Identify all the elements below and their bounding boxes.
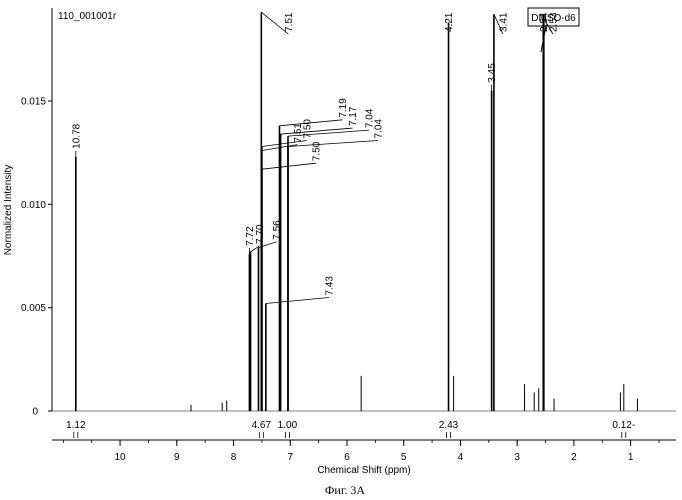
peak-label-leader: [266, 298, 329, 304]
peak-label-leader: [262, 163, 316, 169]
peak-label-leader: [281, 128, 353, 134]
x-tick-label: 6: [344, 452, 350, 463]
x-tick-label: 5: [401, 452, 407, 463]
integral-value: 1.00: [278, 420, 298, 431]
peak-label: 3.41: [498, 12, 509, 32]
peak-label: 10.78: [71, 123, 82, 148]
y-tick-label: 0.005: [21, 303, 46, 314]
peak-label: 7.50: [302, 119, 313, 139]
peak-label: 7.56: [272, 220, 283, 240]
y-tick-label: 0.015: [21, 97, 46, 108]
peak-label: 3.45: [487, 63, 498, 83]
integral-group: 1.12 4.67 1.00 2.43 0.12-: [66, 420, 635, 438]
x-tick-label: 4: [458, 452, 464, 463]
x-tick-label: 10: [115, 452, 127, 463]
integral-value: 2.43: [439, 420, 459, 431]
integral-value: 0.12-: [612, 420, 635, 431]
x-tick-label: 9: [174, 452, 180, 463]
peak-label: 4.21: [444, 12, 455, 32]
spectrum-title: 110_001001r: [58, 11, 117, 22]
x-tick-label: 3: [514, 452, 520, 463]
peak-label-group: 10.787.727.707.567.517.517.507.507.437.1…: [71, 12, 559, 303]
y-tick-label: 0: [32, 407, 38, 418]
peak-group: [76, 12, 544, 411]
x-tick-group: 10 9 8 7 6 5 4 3 2 1: [63, 440, 659, 463]
peak-label: 7.70: [255, 224, 266, 244]
y-tick-group: 0 0.005 0.010 0.015: [21, 97, 52, 418]
y-axis-title: Normalized Intensity: [3, 165, 14, 256]
peak-label: 7.17: [348, 106, 359, 126]
x-tick-label: 1: [628, 452, 634, 463]
x-tick-label: 7: [287, 452, 293, 463]
peak-label: 7.43: [324, 276, 335, 296]
figure-caption: Фиг. 3A: [325, 483, 365, 497]
x-axis-title: Chemical Shift (ppm): [317, 465, 410, 476]
peak-label: 2.53: [548, 12, 559, 32]
x-tick-label: 8: [231, 452, 237, 463]
x-tick-label: 2: [571, 452, 577, 463]
peak-label: 7.51: [284, 12, 295, 32]
integral-value: 1.12: [66, 420, 86, 431]
peak-label: 7.04: [373, 119, 384, 139]
integral-value: 4.67: [252, 420, 272, 431]
y-tick-label: 0.010: [21, 200, 46, 211]
